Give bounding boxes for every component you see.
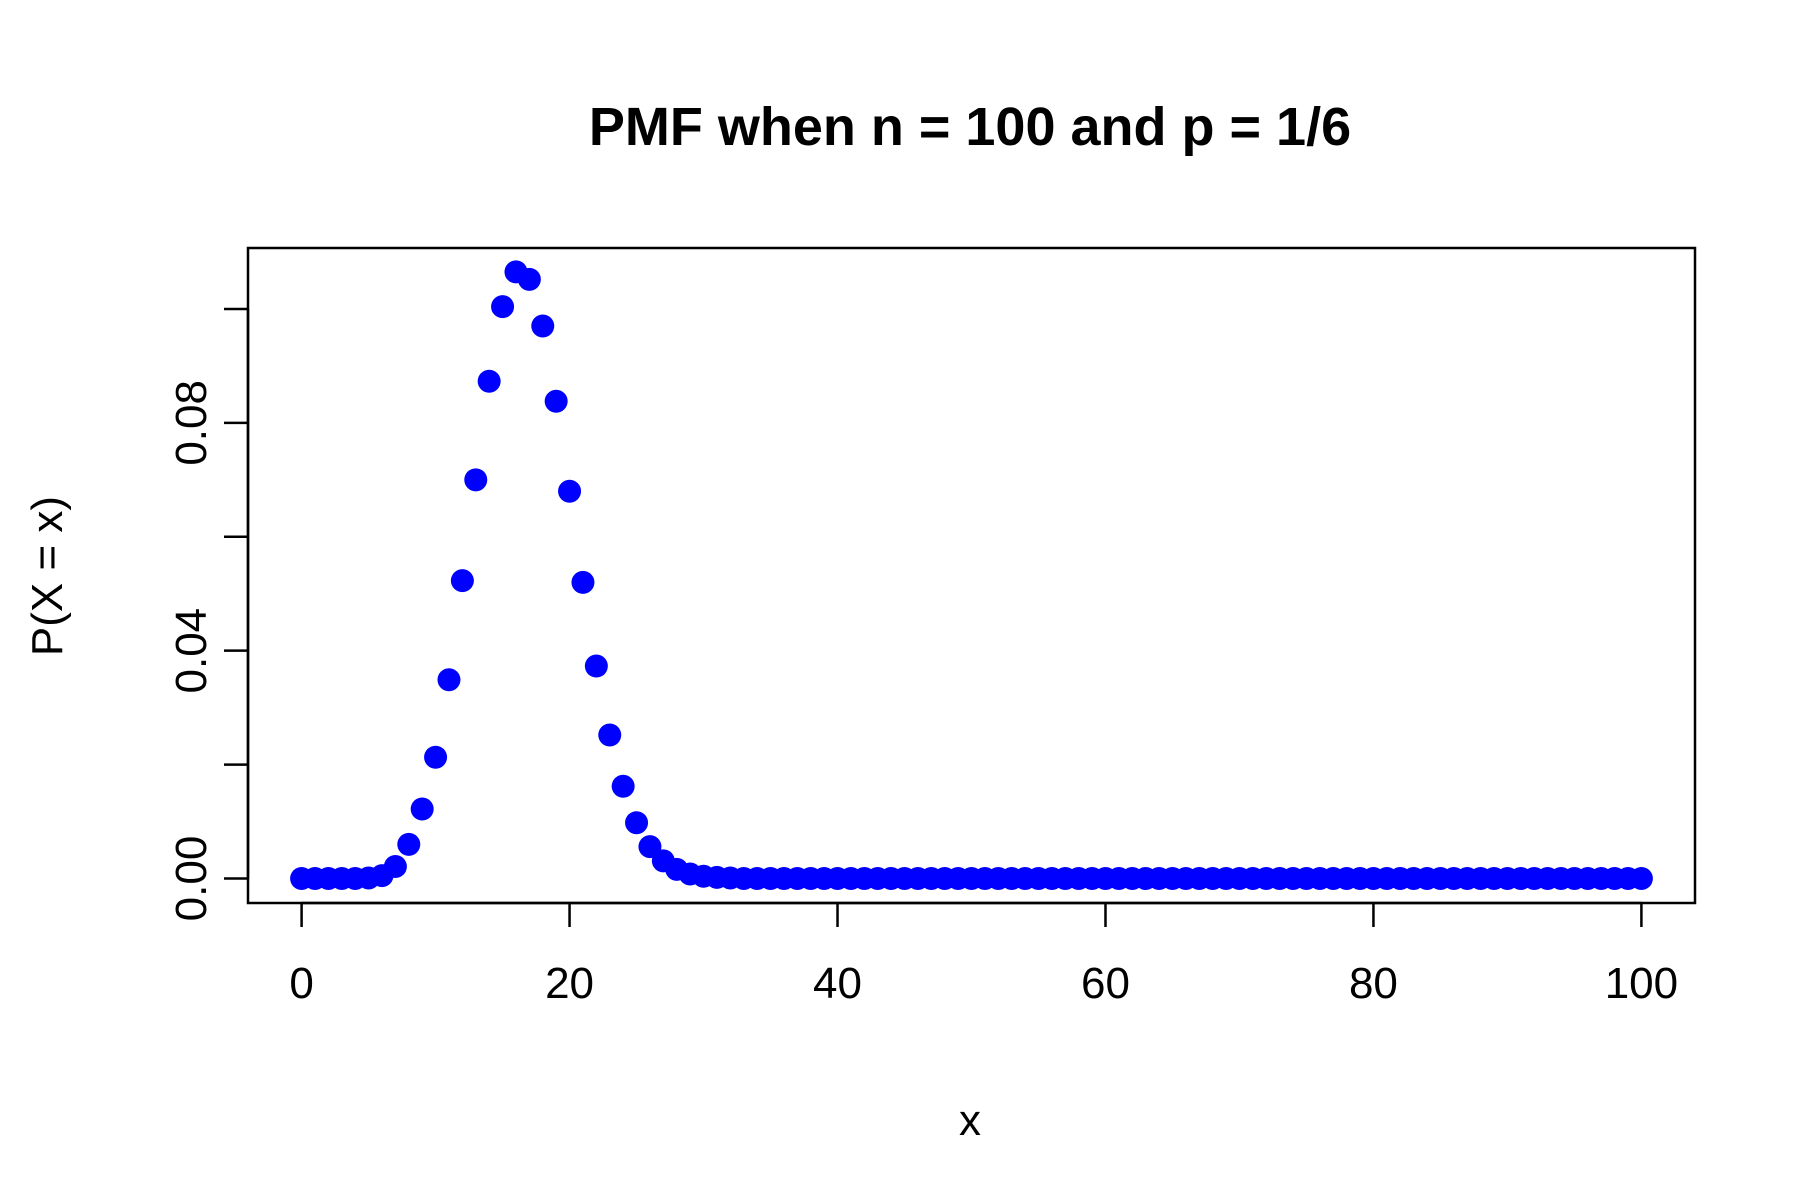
data-point xyxy=(598,723,622,747)
data-point xyxy=(625,811,649,835)
data-point xyxy=(464,468,488,492)
data-point xyxy=(584,654,608,678)
chart-title: PMF when n = 100 and p = 1/6 xyxy=(589,97,1351,157)
data-point xyxy=(531,314,555,338)
y-tick-label: 0.00 xyxy=(167,836,216,922)
data-point xyxy=(517,267,541,291)
data-point xyxy=(611,774,635,798)
data-point xyxy=(410,797,434,821)
data-point xyxy=(383,855,407,879)
data-point xyxy=(491,295,515,319)
y-axis-label: P(X = x) xyxy=(23,496,72,656)
data-point xyxy=(571,570,595,594)
y-tick-label: 0.04 xyxy=(167,608,216,694)
data-points xyxy=(290,260,1653,891)
x-tick-label: 100 xyxy=(1605,959,1678,1008)
data-point xyxy=(558,479,582,503)
data-point xyxy=(424,745,448,769)
data-point xyxy=(450,569,474,593)
x-tick-label: 60 xyxy=(1081,959,1130,1008)
data-point xyxy=(1629,867,1653,891)
data-point xyxy=(397,832,421,856)
x-axis-label: x xyxy=(959,1096,981,1145)
x-tick-label: 80 xyxy=(1349,959,1398,1008)
y-axis: 0.00 0.04 0.08 xyxy=(167,307,250,922)
data-point xyxy=(544,389,568,413)
x-tick-label: 20 xyxy=(545,959,594,1008)
y-tick-label: 0.08 xyxy=(167,380,216,466)
x-axis: 0 20 40 60 80 100 xyxy=(289,901,1678,1008)
x-tick-label: 0 xyxy=(289,959,313,1008)
x-tick-label: 40 xyxy=(813,959,862,1008)
data-point xyxy=(437,668,461,692)
data-point xyxy=(477,369,501,393)
